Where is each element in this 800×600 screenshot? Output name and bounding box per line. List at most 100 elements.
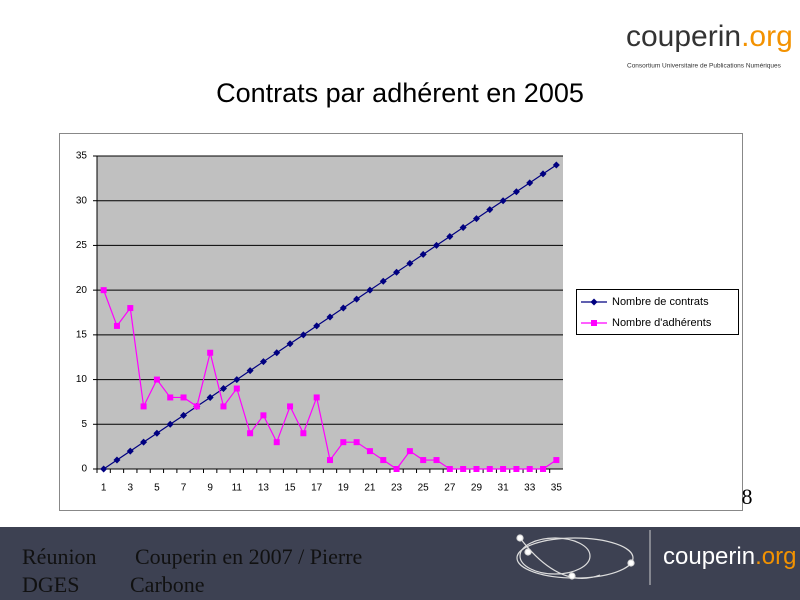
footer-logo-name: couperin [663, 543, 755, 570]
point [273, 439, 280, 446]
logo-tagline: Consortium Universitaire de Publications… [627, 63, 782, 70]
point [100, 465, 108, 473]
x-tick-label: 17 [311, 483, 323, 494]
point [366, 286, 374, 294]
point [193, 403, 200, 410]
x-tick-label: 7 [181, 483, 187, 494]
logo: couperin.org [626, 20, 793, 53]
x-tick-label: 13 [258, 483, 270, 494]
footer-logo-suffix: .org [755, 543, 796, 570]
point [526, 179, 534, 187]
x-tick-label: 9 [207, 483, 213, 494]
point [273, 349, 281, 357]
point [153, 429, 161, 437]
logo-suffix: .org [741, 20, 793, 53]
point [219, 385, 227, 393]
x-tick-label: 29 [471, 483, 483, 494]
point [553, 457, 560, 464]
legend-label: Nombre de contrats [612, 296, 709, 308]
point [406, 259, 414, 267]
point [460, 466, 467, 472]
point [393, 268, 401, 276]
plot-area [97, 156, 563, 469]
point [393, 466, 400, 472]
point [300, 430, 307, 437]
footer-text: DGES [22, 572, 79, 597]
footer-text: Carbone [130, 572, 205, 597]
point [379, 277, 387, 285]
logo-name: couperin [626, 20, 741, 53]
point [339, 304, 347, 312]
y-tick-label: 5 [81, 419, 87, 430]
point [539, 170, 547, 178]
footer-logo: couperin.org [663, 543, 796, 570]
point [166, 420, 174, 428]
point [260, 412, 267, 419]
point [246, 367, 254, 375]
point [472, 215, 480, 223]
point [380, 457, 387, 464]
x-tick-label: 27 [444, 483, 456, 494]
point [153, 376, 160, 383]
y-tick-label: 10 [76, 374, 88, 385]
y-tick-label: 0 [81, 464, 87, 475]
point [433, 241, 441, 249]
x-tick-label: 11 [232, 483, 243, 494]
point [100, 287, 107, 294]
y-tick-label: 20 [76, 285, 88, 296]
y-tick-label: 30 [76, 195, 88, 206]
legend-items: Nombre de contrats Nombre d'adhérents [581, 296, 712, 329]
x-tick-label: 19 [338, 483, 350, 494]
x-tick-label: 23 [391, 483, 403, 494]
footer-text: Couperin en 2007 / Pierre [135, 544, 362, 569]
legend-marker [591, 320, 597, 326]
point [247, 430, 254, 437]
x-tick-label: 33 [524, 483, 536, 494]
point [406, 448, 413, 455]
point [353, 295, 361, 303]
x-tick-label: 15 [284, 483, 296, 494]
point [500, 466, 507, 472]
point [207, 349, 214, 356]
point [313, 322, 321, 330]
point [513, 466, 520, 472]
point [499, 197, 507, 205]
point [446, 466, 453, 472]
x-tick-label: 25 [418, 483, 430, 494]
point [127, 305, 134, 312]
x-tick-label: 31 [498, 483, 510, 494]
x-tick-label: 5 [154, 483, 160, 494]
y-tick-label: 25 [76, 240, 88, 251]
point [366, 448, 373, 455]
point [473, 466, 480, 472]
x-tick-label: 35 [551, 483, 563, 494]
x-tick-label: 21 [364, 483, 376, 494]
point [299, 331, 307, 339]
point [433, 457, 440, 464]
x-tick-label: 1 [101, 483, 107, 494]
point [540, 466, 547, 472]
point [327, 457, 333, 464]
point [140, 438, 148, 446]
point [233, 385, 240, 392]
point [140, 403, 147, 410]
point [180, 394, 187, 401]
point [206, 393, 214, 401]
point [512, 188, 520, 196]
point [420, 457, 427, 464]
point [113, 456, 121, 464]
point [286, 340, 294, 348]
x-tick-label: 3 [128, 483, 134, 494]
point [446, 232, 454, 240]
point [526, 466, 533, 472]
point [340, 439, 347, 446]
point [459, 224, 467, 232]
point [419, 250, 427, 258]
footer-graphic [516, 534, 635, 580]
legend-label: Nombre d'adhérents [612, 317, 712, 329]
point [259, 358, 267, 366]
point [552, 161, 560, 169]
